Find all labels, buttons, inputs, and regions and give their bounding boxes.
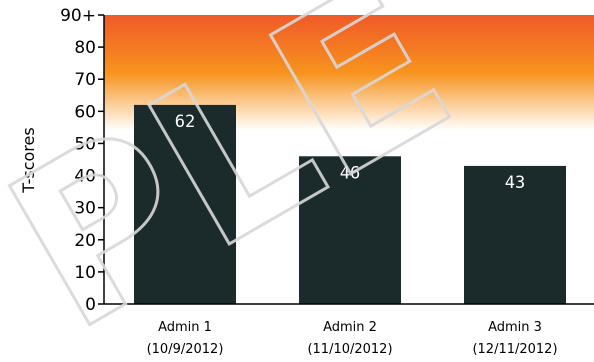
bar: [299, 156, 401, 304]
x-tick-label: Admin 3: [488, 320, 542, 335]
y-tick-label: 80: [74, 38, 96, 58]
bar-value-label: 43: [505, 173, 525, 193]
y-tick-label: 50: [74, 134, 96, 154]
y-tick-label: 70: [74, 70, 96, 90]
bar-value-label: 46: [340, 163, 360, 183]
x-tick-sublabel: (11/10/2012): [307, 342, 392, 357]
y-tick-label: 30: [74, 199, 96, 219]
x-tick-sublabel: (10/9/2012): [147, 342, 224, 357]
bar: [134, 104, 236, 305]
y-tick-label: 10: [74, 263, 96, 283]
y-axis-label: T-scores: [19, 127, 38, 193]
y-tick-label: 90+: [60, 6, 96, 26]
bar: [464, 165, 566, 304]
bar-value-label: 62: [175, 112, 195, 132]
y-tick-label: 0: [85, 295, 96, 315]
x-tick-label: Admin 2: [323, 320, 377, 335]
x-tick-sublabel: (12/11/2012): [472, 342, 557, 357]
y-tick-label: 20: [74, 231, 96, 251]
bars-layer: 62 46 43: [134, 104, 566, 305]
y-ticks: 0 10 20 30 40 50 60 70 80 90+: [60, 6, 104, 315]
y-tick-label: 40: [74, 167, 96, 187]
y-tick-label: 60: [74, 102, 96, 122]
x-tick-label: Admin 1: [158, 320, 212, 335]
x-ticks: Admin 1 (10/9/2012) Admin 2 (11/10/2012) Adm…: [147, 320, 558, 357]
